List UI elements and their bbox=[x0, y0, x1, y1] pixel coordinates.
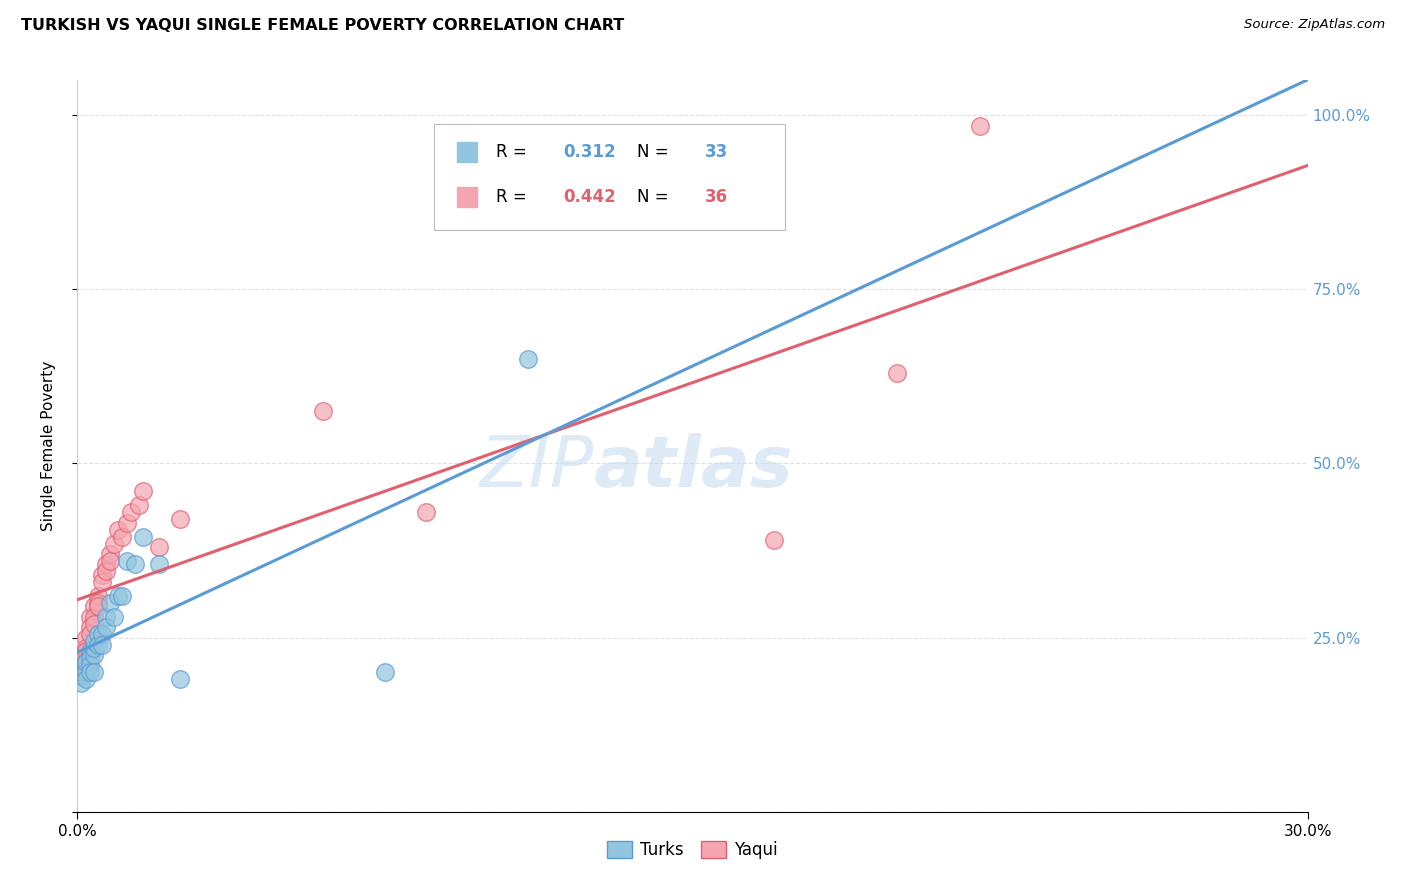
Point bbox=[94, 558, 117, 572]
Point bbox=[98, 554, 121, 568]
Point bbox=[517, 351, 540, 366]
Point bbox=[148, 558, 170, 572]
Point bbox=[75, 631, 97, 645]
Point bbox=[132, 530, 155, 544]
Text: R =: R = bbox=[496, 143, 531, 161]
Point bbox=[90, 574, 114, 589]
Point bbox=[107, 589, 129, 603]
Text: N =: N = bbox=[637, 143, 673, 161]
Point bbox=[120, 505, 142, 519]
Point bbox=[83, 648, 105, 662]
Point bbox=[98, 547, 121, 561]
Point bbox=[70, 662, 93, 676]
Point bbox=[75, 644, 97, 658]
Point bbox=[87, 638, 110, 652]
Point bbox=[111, 530, 134, 544]
Point bbox=[886, 366, 908, 380]
Point bbox=[79, 627, 101, 641]
Point bbox=[969, 119, 991, 133]
Point bbox=[115, 516, 138, 530]
Point bbox=[128, 498, 150, 512]
Point bbox=[70, 665, 93, 680]
Text: atlas: atlas bbox=[595, 434, 794, 502]
Point bbox=[124, 558, 146, 572]
Text: ZIP: ZIP bbox=[479, 434, 595, 502]
Point bbox=[94, 565, 117, 579]
Point bbox=[75, 640, 97, 655]
Point bbox=[83, 634, 105, 648]
Text: Source: ZipAtlas.com: Source: ZipAtlas.com bbox=[1244, 18, 1385, 31]
Point bbox=[75, 673, 97, 687]
Point bbox=[90, 567, 114, 582]
Point bbox=[169, 512, 191, 526]
Point bbox=[90, 638, 114, 652]
Point bbox=[79, 658, 101, 673]
Point bbox=[94, 609, 117, 624]
Point bbox=[87, 627, 110, 641]
Point bbox=[79, 644, 101, 658]
Point bbox=[103, 536, 125, 550]
Point bbox=[107, 523, 129, 537]
Point bbox=[70, 669, 93, 683]
Text: R =: R = bbox=[496, 188, 531, 206]
Text: 36: 36 bbox=[704, 188, 728, 206]
Point bbox=[75, 662, 97, 676]
Point bbox=[75, 655, 97, 669]
Text: N =: N = bbox=[637, 188, 673, 206]
Point bbox=[79, 665, 101, 680]
Point bbox=[1367, 219, 1389, 234]
Point bbox=[94, 620, 117, 634]
Point bbox=[98, 596, 121, 610]
Point bbox=[415, 505, 437, 519]
Point bbox=[115, 554, 138, 568]
Point bbox=[374, 665, 396, 680]
Point bbox=[83, 599, 105, 614]
Point bbox=[79, 609, 101, 624]
Point bbox=[70, 669, 93, 683]
Point bbox=[70, 651, 93, 665]
Point bbox=[169, 673, 191, 687]
Point bbox=[79, 651, 101, 665]
Point bbox=[763, 533, 786, 547]
Point bbox=[103, 609, 125, 624]
FancyBboxPatch shape bbox=[434, 124, 785, 230]
Point bbox=[75, 665, 97, 680]
Point bbox=[75, 655, 97, 669]
Point bbox=[87, 599, 110, 614]
Point bbox=[90, 627, 114, 641]
Point bbox=[1367, 177, 1389, 191]
Point bbox=[87, 589, 110, 603]
Point bbox=[132, 484, 155, 499]
Text: TURKISH VS YAQUI SINGLE FEMALE POVERTY CORRELATION CHART: TURKISH VS YAQUI SINGLE FEMALE POVERTY C… bbox=[21, 18, 624, 33]
Point bbox=[83, 640, 105, 655]
Point bbox=[70, 676, 93, 690]
Point bbox=[83, 616, 105, 631]
Y-axis label: Single Female Poverty: Single Female Poverty bbox=[42, 361, 56, 531]
Point bbox=[148, 540, 170, 554]
Text: 0.312: 0.312 bbox=[564, 143, 616, 161]
Point bbox=[70, 658, 93, 673]
Point bbox=[83, 609, 105, 624]
Text: 33: 33 bbox=[704, 143, 728, 161]
Point bbox=[312, 404, 335, 418]
Text: 0.442: 0.442 bbox=[564, 188, 616, 206]
Point bbox=[111, 589, 134, 603]
Point bbox=[79, 620, 101, 634]
Legend: Turks, Yaqui: Turks, Yaqui bbox=[600, 834, 785, 865]
Point bbox=[87, 596, 110, 610]
Point bbox=[83, 665, 105, 680]
